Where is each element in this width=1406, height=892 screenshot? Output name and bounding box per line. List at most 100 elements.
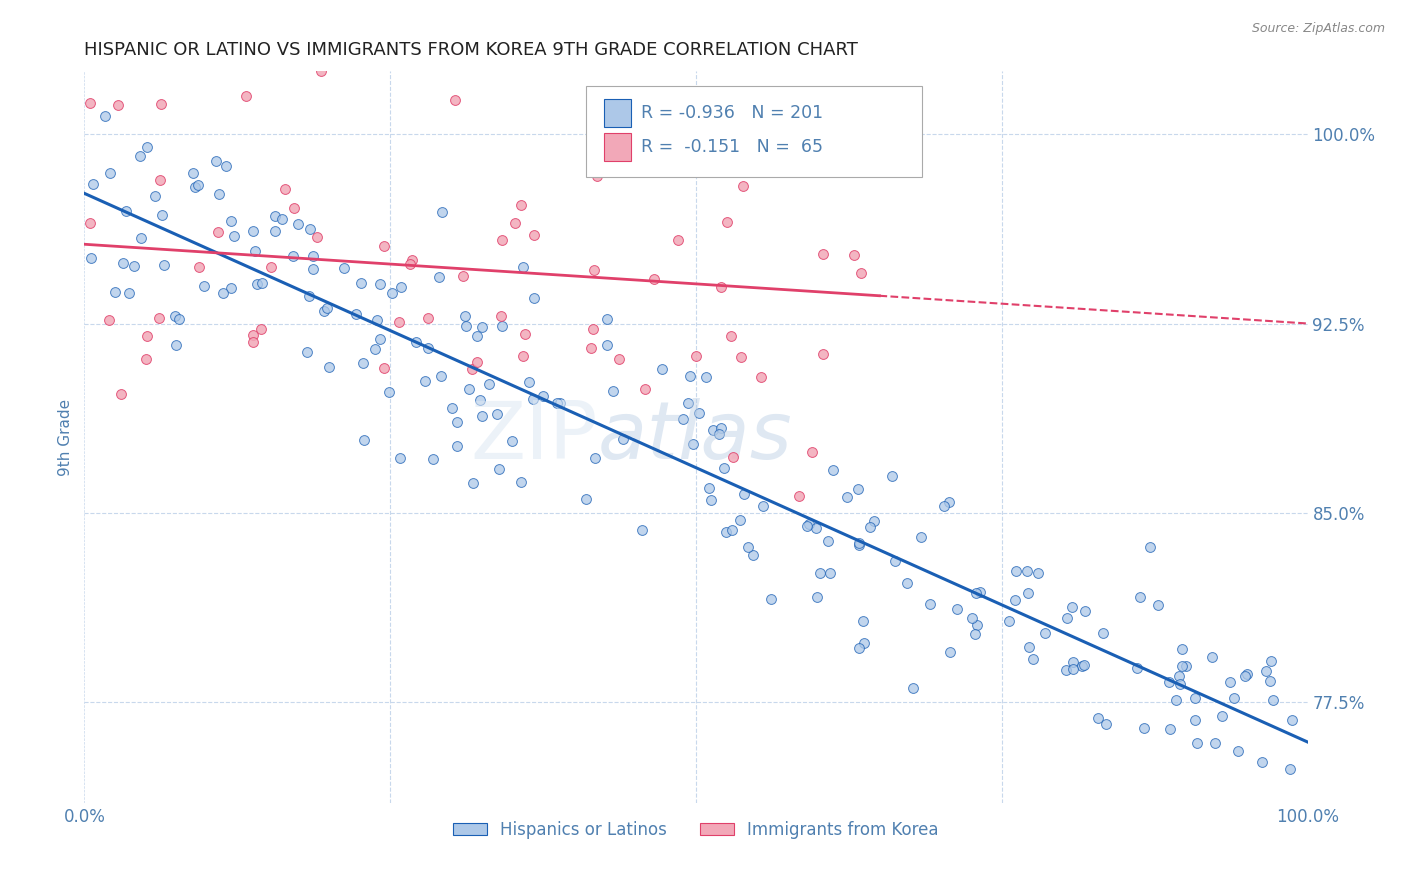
Point [388,315,411,329]
Point [962,611,984,625]
Point [707,426,730,441]
Point [631,524,654,538]
Point [797,516,820,531]
FancyBboxPatch shape [586,86,922,178]
Point [1170,659,1192,673]
Point [1095,717,1118,731]
Point [720,328,742,343]
Point [582,322,605,336]
Point [700,492,723,507]
Point [454,309,477,323]
Point [128,149,150,163]
Point [287,217,309,231]
Point [811,247,834,261]
Point [607,352,630,367]
Point [430,204,453,219]
Point [685,350,707,364]
Point [749,370,772,384]
Point [546,396,568,410]
Point [79,95,101,110]
Point [965,627,987,641]
Point [862,514,884,528]
Point [1184,691,1206,706]
Point [740,162,762,177]
Point [1260,673,1282,688]
Point [446,415,468,429]
Point [512,349,534,363]
Point [1219,675,1241,690]
Point [733,487,755,501]
Point [260,260,283,275]
Point [111,255,134,269]
Point [517,375,540,389]
Text: ZIP: ZIP [471,398,598,476]
Point [848,536,870,550]
Point [1062,656,1084,670]
Point [713,460,735,475]
Point [1021,652,1043,666]
Point [1159,722,1181,736]
Point [295,344,318,359]
Point [849,266,872,280]
Point [1250,755,1272,769]
Point [135,351,157,366]
Point [801,445,824,459]
Point [811,347,834,361]
Point [333,260,356,275]
Point [1236,666,1258,681]
Point [1005,564,1028,578]
Point [181,166,204,180]
Point [1234,669,1257,683]
Point [910,530,932,544]
Point [1060,599,1083,614]
Point [509,475,531,489]
Point [453,268,475,283]
Point [966,618,988,632]
Point [350,277,373,291]
Point [468,392,491,407]
Point [804,521,827,535]
Point [104,285,127,300]
Point [264,224,287,238]
Point [368,332,391,346]
Point [219,281,242,295]
Legend: Hispanics or Latinos, Immigrants from Korea: Hispanics or Latinos, Immigrants from Ko… [447,814,945,846]
Point [488,462,510,476]
Point [1166,693,1188,707]
Point [883,554,905,568]
Point [136,140,159,154]
Point [848,640,870,655]
Point [737,101,759,115]
Point [167,312,190,326]
Point [98,313,121,327]
Point [1033,625,1056,640]
Point [634,383,657,397]
Point [579,341,602,355]
Point [301,262,323,277]
Point [709,421,731,435]
Point [422,451,444,466]
Point [281,249,304,263]
Point [207,225,229,239]
Point [471,409,494,424]
Point [523,227,546,242]
Point [531,388,554,402]
Point [1070,658,1092,673]
Point [965,586,987,600]
Point [997,614,1019,628]
Point [471,319,494,334]
Point [523,291,546,305]
Point [222,229,245,244]
Point [742,548,765,562]
Point [250,276,273,290]
Point [1260,654,1282,668]
Point [205,154,228,169]
Point [1087,711,1109,725]
Point [716,215,738,229]
Point [1004,593,1026,607]
Point [416,341,439,355]
Point [163,309,186,323]
Point [364,342,387,356]
Point [723,450,745,464]
Point [242,328,264,343]
